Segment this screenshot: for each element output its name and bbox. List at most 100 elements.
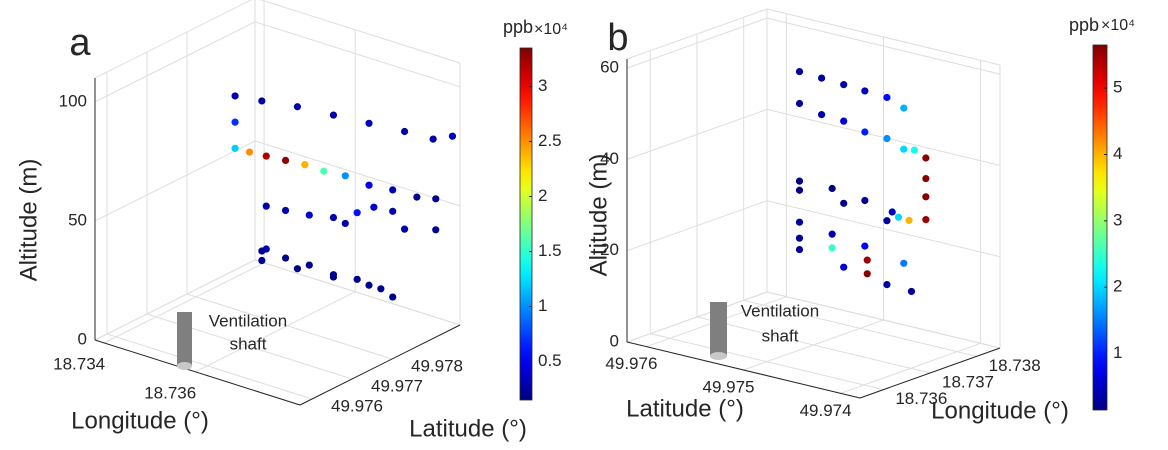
annotation: shaft — [230, 334, 267, 353]
data-point — [922, 154, 930, 162]
colorbar-tick-label: 3 — [1113, 210, 1122, 229]
grid-line — [743, 319, 884, 371]
data-point — [900, 259, 908, 267]
data-point — [828, 230, 836, 238]
data-point — [448, 132, 457, 140]
grid-line — [106, 333, 313, 400]
data-point — [400, 225, 409, 233]
z-tick-label: 40 — [600, 149, 619, 168]
z-tick-label: 0 — [610, 331, 619, 350]
data-point — [341, 172, 349, 180]
data-point — [377, 285, 385, 293]
data-point — [795, 218, 804, 226]
y-tick-label: 49.976 — [605, 354, 657, 373]
panel-label: b — [607, 17, 628, 59]
colorbar-tick-label: 4 — [1113, 144, 1122, 163]
x-axis-label: Longitude (°) — [71, 407, 209, 434]
y-axis-line — [626, 341, 861, 399]
shaft-icon — [710, 302, 727, 356]
colorbar-tick-label: 2 — [1113, 277, 1122, 296]
data-point — [400, 127, 409, 136]
data-point — [905, 216, 913, 224]
colorbar-tick-label: 5 — [1113, 78, 1122, 97]
data-point — [818, 111, 826, 119]
data-point — [258, 256, 266, 265]
data-point — [900, 104, 908, 112]
grid-line — [254, 21, 461, 88]
grid-line — [766, 291, 1001, 349]
colorbar-tick-label: 1 — [1113, 343, 1122, 362]
y-tick-label: 49.977 — [371, 376, 423, 395]
data-point — [329, 213, 338, 222]
data-point — [293, 103, 302, 111]
shaft-base — [177, 362, 192, 370]
annotation: Ventilation — [209, 311, 287, 330]
data-point — [922, 193, 930, 201]
data-point — [413, 193, 421, 201]
data-point — [795, 245, 804, 254]
data-point — [861, 128, 869, 136]
y-tick-label: 49.978 — [411, 356, 463, 375]
shaft-base — [710, 352, 727, 360]
grid-line — [254, 259, 461, 326]
data-point — [389, 293, 397, 301]
data-point — [795, 67, 804, 76]
grid-line — [94, 140, 256, 222]
data-point — [365, 181, 373, 189]
x-axis-line — [859, 347, 1001, 399]
data-point — [365, 119, 373, 127]
y-axis-line — [299, 324, 461, 406]
shaft-icon — [177, 312, 192, 366]
x-tick-label: 18.736 — [895, 389, 947, 408]
y-axis-label: Latitude (°) — [409, 415, 527, 442]
data-point — [861, 87, 869, 95]
data-point — [861, 242, 869, 250]
data-point — [795, 186, 804, 194]
y-tick-label: 49.975 — [703, 377, 755, 396]
data-point — [329, 111, 338, 119]
data-point — [281, 156, 290, 164]
data-point — [353, 209, 361, 217]
data-point — [883, 93, 891, 102]
data-point — [301, 161, 309, 169]
data-point — [818, 74, 826, 82]
grid-line — [186, 293, 393, 360]
z-tick-label: 60 — [600, 58, 619, 77]
grid-line — [766, 108, 1001, 166]
data-point — [840, 81, 848, 89]
data-point — [883, 217, 891, 225]
data-point — [389, 186, 397, 194]
data-point — [293, 265, 302, 273]
data-point — [922, 216, 930, 224]
box-edge — [94, 0, 253, 79]
grid-line — [626, 291, 768, 343]
data-point — [341, 219, 349, 228]
data-point — [281, 206, 290, 215]
colorbar-multiplier: ×10⁴ — [1101, 17, 1135, 34]
data-point — [231, 144, 239, 152]
colorbar-tick-label: 2.5 — [538, 131, 562, 150]
data-point — [353, 275, 361, 283]
grid-line — [94, 259, 256, 341]
panel-label: a — [69, 22, 91, 64]
grid-line — [626, 200, 768, 252]
z-tick-label: 0 — [78, 329, 87, 348]
x-tick-label: 18.736 — [144, 383, 196, 402]
colorbar-tick-label: 2 — [538, 186, 547, 205]
y-axis-label: Latitude (°) — [626, 395, 744, 422]
data-point — [305, 211, 313, 219]
grid-line — [840, 342, 981, 394]
colorbar-tick-label: 1.5 — [538, 241, 562, 260]
grid-line — [626, 108, 768, 160]
data-point — [258, 97, 266, 105]
x-tick-label: 18.737 — [942, 372, 994, 391]
data-point — [432, 226, 440, 234]
colorbar-label: ppb — [503, 17, 533, 37]
data-point — [795, 234, 804, 242]
data-point — [900, 145, 908, 153]
data-point — [863, 270, 871, 278]
x-tick-label: 18.738 — [989, 356, 1041, 375]
data-point — [389, 207, 397, 215]
data-point — [888, 208, 896, 216]
